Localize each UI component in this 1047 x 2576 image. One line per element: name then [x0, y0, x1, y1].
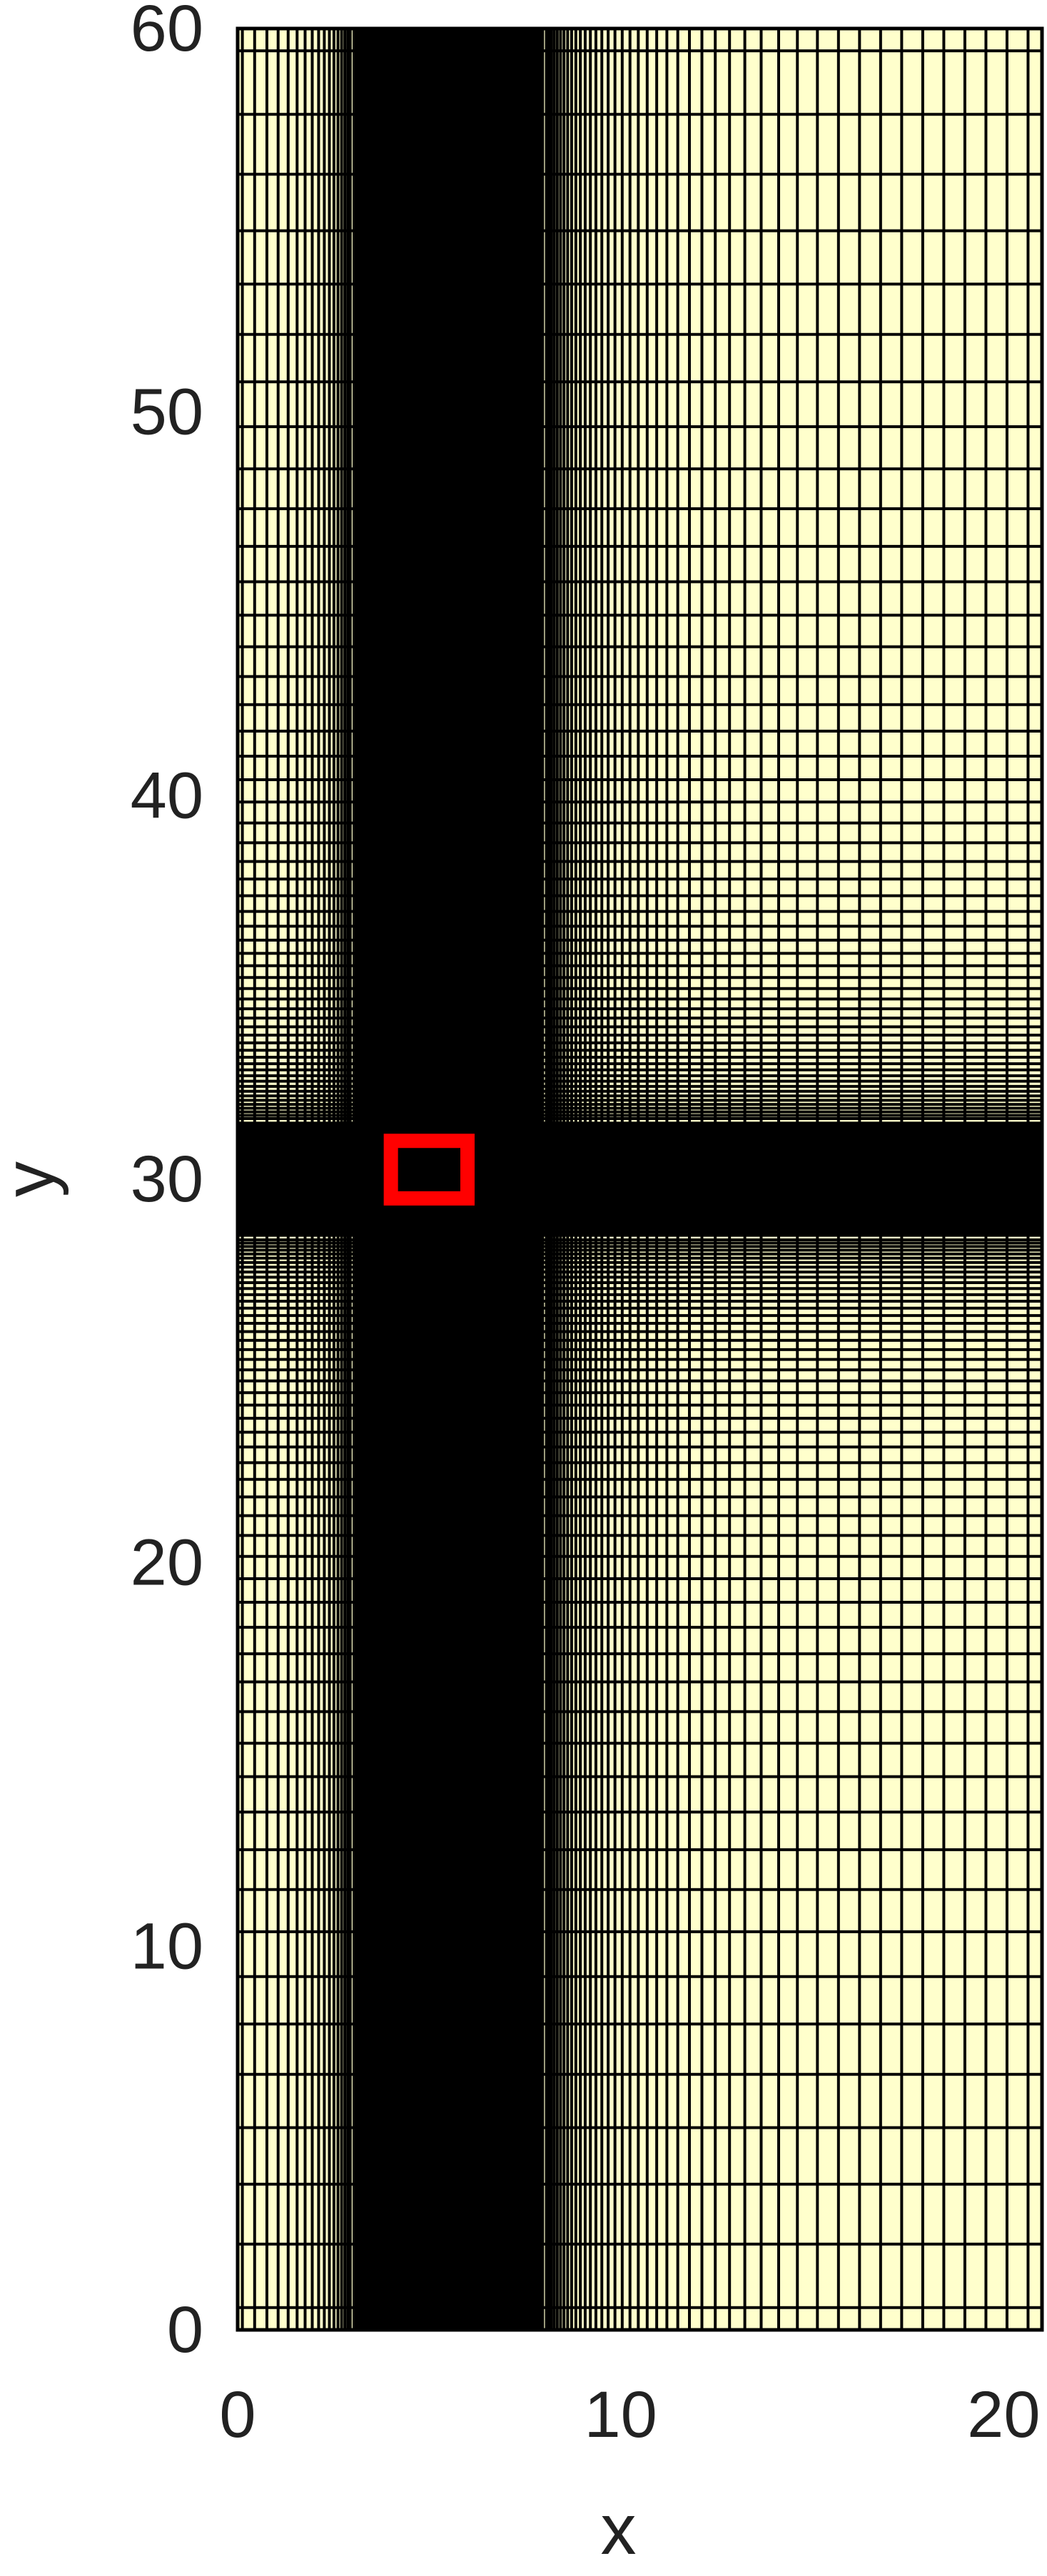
- refined-band-horizontal: [238, 1121, 1042, 1237]
- x-tick-label: 10: [584, 2378, 657, 2451]
- x-axis-ticks: 0 10 20: [219, 2378, 1040, 2451]
- y-tick-label: 0: [167, 2294, 203, 2366]
- y-tick-label: 60: [131, 0, 203, 65]
- y-axis-ticks: 0 10 20 30 40 50 60: [131, 0, 203, 2366]
- x-tick-label: 20: [967, 2378, 1040, 2451]
- x-axis-label: x: [601, 2490, 637, 2570]
- y-tick-label: 10: [131, 1910, 203, 1982]
- y-tick-label: 20: [131, 1527, 203, 1599]
- y-tick-label: 30: [131, 1143, 203, 1216]
- y-tick-label: 40: [131, 759, 203, 832]
- plot-frame: [236, 26, 1044, 2332]
- y-tick-label: 50: [131, 376, 203, 449]
- highlight-box: [383, 1134, 475, 1206]
- y-axis-label: y: [0, 1161, 69, 1197]
- x-tick-label: 0: [219, 2378, 256, 2451]
